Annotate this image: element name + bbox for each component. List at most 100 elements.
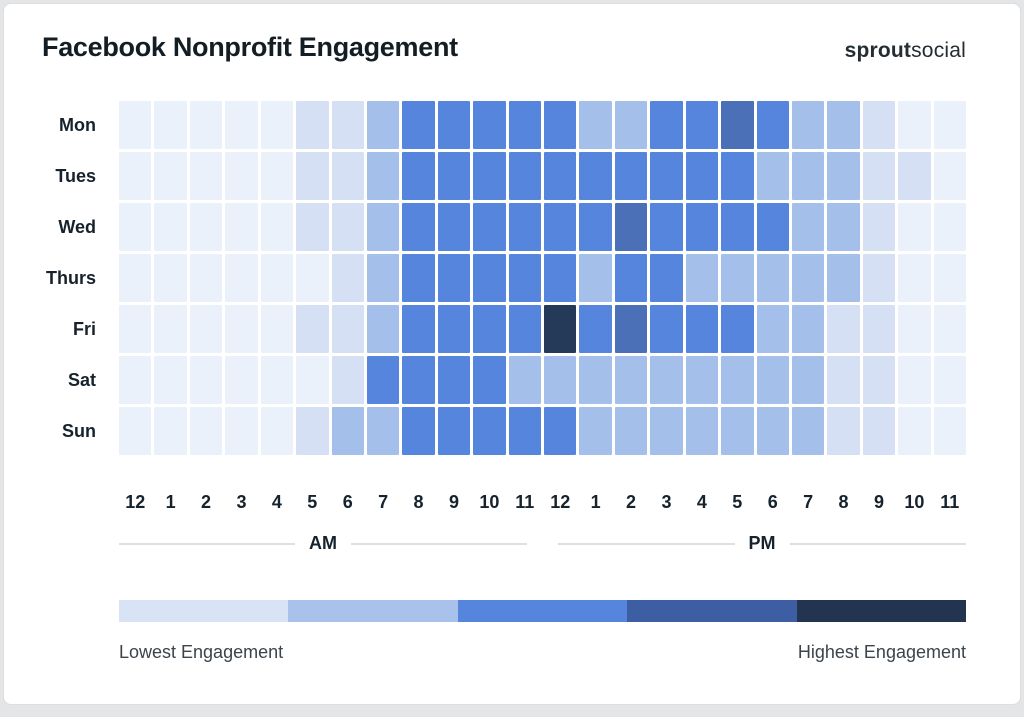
heatmap-cell <box>402 254 435 302</box>
heatmap-cell <box>437 101 471 149</box>
heatmap-cell <box>827 356 860 404</box>
heatmap-cell <box>473 407 506 455</box>
hour-label: 8 <box>838 492 849 512</box>
heatmap-cell <box>473 152 506 200</box>
heatmap-cell <box>650 305 683 353</box>
heatmap-cell <box>791 305 825 353</box>
hour-label: 11 <box>940 492 960 512</box>
heatmap-cell <box>260 254 294 302</box>
day-label: Tues <box>55 166 96 186</box>
divider-line <box>558 542 735 545</box>
heatmap-cell <box>296 407 329 455</box>
heatmap-cell <box>366 356 400 404</box>
heatmap-cell <box>296 254 329 302</box>
heatmap-cell <box>685 203 719 251</box>
heatmap-cell <box>154 356 187 404</box>
heatmap-cell <box>331 407 364 455</box>
heatmap-cell <box>898 254 931 302</box>
heatmap-cell <box>437 203 471 251</box>
heatmap-cell <box>579 152 612 200</box>
heatmap-cell <box>154 203 187 251</box>
heatmap-cell <box>827 254 860 302</box>
heatmap-cell <box>544 254 577 302</box>
heatmap-cell <box>898 203 931 251</box>
heatmap-cell <box>296 203 329 251</box>
heatmap-cell <box>756 203 789 251</box>
heatmap-cell <box>402 101 435 149</box>
heatmap-cell <box>685 254 719 302</box>
hour-label: 6 <box>342 492 353 512</box>
heatmap-cell <box>225 152 258 200</box>
heatmap-cell <box>331 254 364 302</box>
hour-label: 12 <box>550 492 571 512</box>
heatmap-cell <box>296 305 329 353</box>
hour-label: 5 <box>732 492 743 512</box>
legend-segment <box>119 600 289 622</box>
period-axis: AM PM <box>42 533 966 554</box>
heatmap-cell <box>366 305 400 353</box>
day-label: Fri <box>72 319 96 339</box>
heatmap-cell <box>260 356 294 404</box>
heatmap-cell <box>685 407 719 455</box>
heatmap-cell <box>473 203 506 251</box>
heatmap-cell <box>402 305 435 353</box>
heatmap-cell <box>473 305 506 353</box>
heatmap-cell <box>721 407 754 455</box>
heatmap-cell <box>437 356 471 404</box>
hour-label: 9 <box>448 492 459 512</box>
heatmap-cell <box>437 254 471 302</box>
heatmap-cell <box>579 407 612 455</box>
heatmap-cell <box>154 305 187 353</box>
hour-label: 4 <box>271 492 282 512</box>
heatmap-cell <box>721 203 754 251</box>
heatmap-cell <box>154 101 187 149</box>
brand-light: social <box>911 39 966 62</box>
heatmap-cell <box>544 305 577 353</box>
heatmap-cell <box>898 407 931 455</box>
heatmap-cell <box>650 356 683 404</box>
heatmap-cell <box>650 203 683 251</box>
heatmap-cell <box>544 356 577 404</box>
heatmap-cell <box>933 101 966 149</box>
hour-label: 10 <box>479 492 500 512</box>
heatmap-cell <box>225 356 258 404</box>
heatmap-cell <box>402 407 435 455</box>
heatmap-cell <box>225 254 258 302</box>
heatmap-cell <box>933 254 966 302</box>
heatmap-cell <box>756 356 789 404</box>
legend-segment <box>627 600 797 622</box>
sproutsocial-logo: sproutsocial <box>845 39 966 63</box>
pm-period: PM <box>544 533 966 554</box>
hour-label: 7 <box>378 492 389 512</box>
day-label: Mon <box>59 115 96 135</box>
heatmap-cell <box>189 305 223 353</box>
heatmap-cell <box>933 356 966 404</box>
heatmap-cell <box>756 305 789 353</box>
heatmap-cell <box>260 305 294 353</box>
heatmap-cell <box>508 356 541 404</box>
heatmap-cell <box>721 254 754 302</box>
hour-label: 9 <box>873 492 884 512</box>
heatmap-cell <box>296 356 329 404</box>
heatmap-cell <box>721 305 754 353</box>
heatmap-cell <box>721 356 754 404</box>
header: Facebook Nonprofit Engagement sproutsoci… <box>4 4 1020 63</box>
heatmap-cell <box>473 254 506 302</box>
heatmap-cell <box>685 152 719 200</box>
heatmap-cell <box>614 356 648 404</box>
legend-labels: Lowest Engagement Highest Engagement <box>119 642 966 663</box>
day-label: Wed <box>58 217 96 237</box>
heatmap-cell <box>898 101 931 149</box>
heatmap-cell <box>614 203 648 251</box>
heatmap-cell <box>189 254 223 302</box>
heatmap-cell <box>791 152 825 200</box>
heatmap-cell <box>260 101 294 149</box>
heatmap-cell <box>437 305 471 353</box>
heatmap-cell <box>366 407 400 455</box>
heatmap-cell <box>437 152 471 200</box>
heatmap-cell <box>508 152 541 200</box>
heatmap-cell <box>579 254 612 302</box>
heatmap-cell <box>331 356 364 404</box>
heatmap-cell <box>331 305 364 353</box>
heatmap-cell <box>225 101 258 149</box>
